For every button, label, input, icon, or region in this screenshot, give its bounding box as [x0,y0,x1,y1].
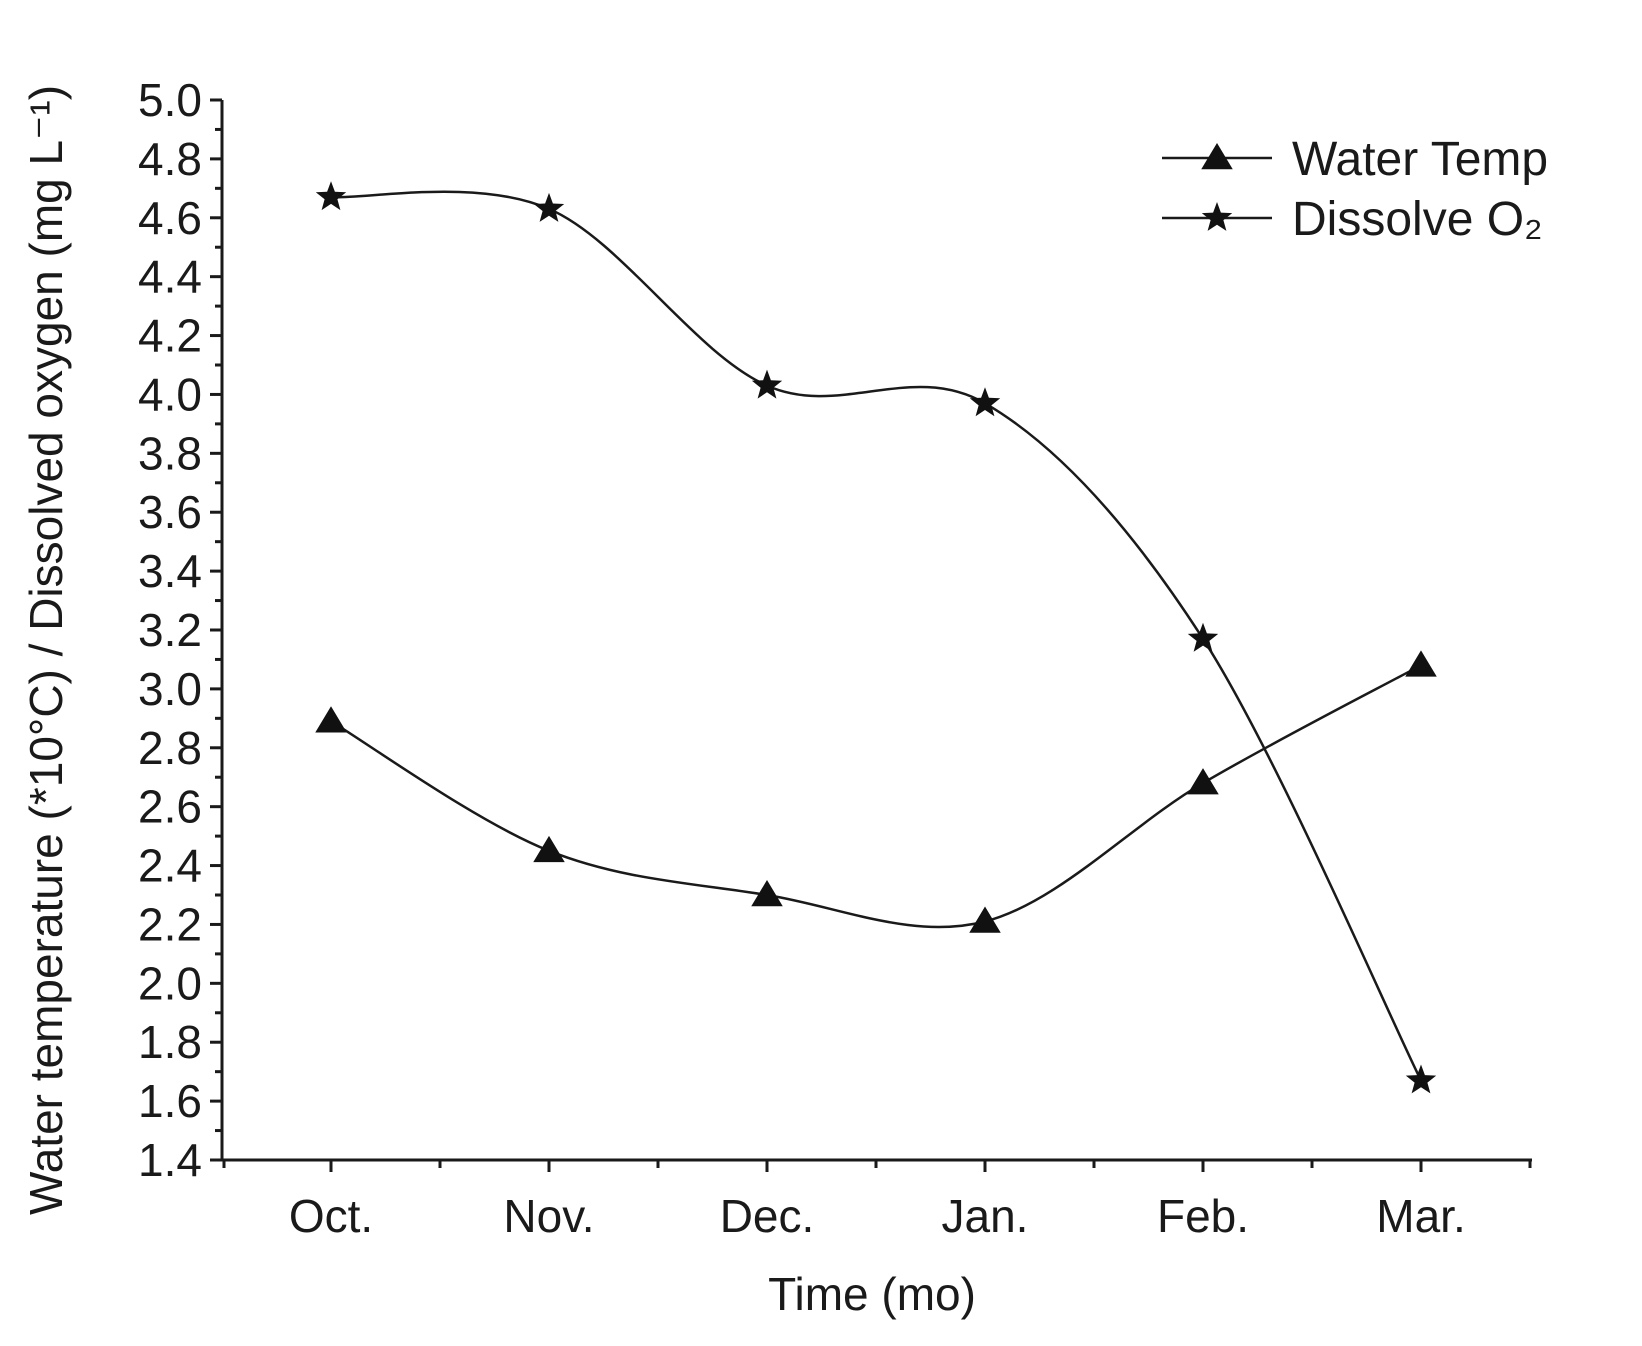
y-tick-label: 1.6 [138,1075,202,1127]
legend-marker-star [1201,202,1233,231]
series-star [315,181,1437,1094]
y-tick-label: 3.4 [138,545,202,597]
data-point-triangle [751,880,783,907]
legend-item: Dissolve O₂ [1162,193,1543,246]
series [315,181,1437,1094]
y-axis-title: Water temperature (*10°C) / Dissolved ox… [20,85,72,1215]
data-point-triangle [315,706,347,733]
series-line [330,190,1423,1082]
y-tick-label: 4.8 [138,133,202,185]
data-point-triangle [1187,768,1219,795]
x-axis-title: Time (mo) [768,1268,976,1320]
x-tick-label: Nov. [503,1190,594,1242]
y-tick-label: 2.0 [138,957,202,1009]
y-tick-label: 2.4 [138,840,202,892]
y-tick-label: 4.4 [138,251,202,303]
y-tick-label: 3.0 [138,663,202,715]
data-point-star [533,192,565,222]
data-point-star [1187,622,1219,652]
data-point-star [751,369,783,399]
y-tick-label: 1.4 [138,1134,202,1186]
y-tick-label: 1.8 [138,1016,202,1068]
legend-label: Water Temp [1292,133,1548,186]
legend-marker-triangle [1201,143,1233,170]
y-tick-label: 5.0 [138,74,202,126]
y-tick-label: 3.6 [138,486,202,538]
y-tick-label: 2.6 [138,781,202,833]
y-tick-label: 3.2 [138,604,202,656]
data-point-triangle [533,835,565,863]
data-point-star [969,387,1001,417]
data-point-triangle [969,906,1001,933]
y-tick-label: 2.8 [138,722,202,774]
legend: Water Temp Dissolve O₂ [1162,133,1548,246]
legend-label: Dissolve O₂ [1292,193,1543,246]
legend-item: Water Temp [1162,133,1548,186]
x-tick-label: Oct. [289,1190,373,1242]
x-tick-label: Dec. [720,1190,815,1242]
ticks: 1.4 1.6 1.8 2.0 2.2 2.4 2.6 2.8 3.0 3.2 3.4 3.6 3.8 4… [138,74,1532,1242]
y-tick-label: 4.2 [138,310,202,362]
y-tick-label: 2.2 [138,898,202,950]
x-tick-label: Jan. [942,1190,1029,1242]
y-tick-label: 3.8 [138,427,202,479]
data-point-triangle [1405,650,1437,677]
series-triangle [315,650,1437,933]
series-line [330,664,1422,929]
data-point-star [315,181,347,211]
axes [220,100,1532,1162]
x-tick-label: Feb. [1157,1190,1249,1242]
x-tick-label: Mar. [1376,1190,1465,1242]
y-tick-label: 4.0 [138,368,202,420]
y-tick-label: 4.6 [138,192,202,244]
data-point-star [1405,1064,1437,1094]
